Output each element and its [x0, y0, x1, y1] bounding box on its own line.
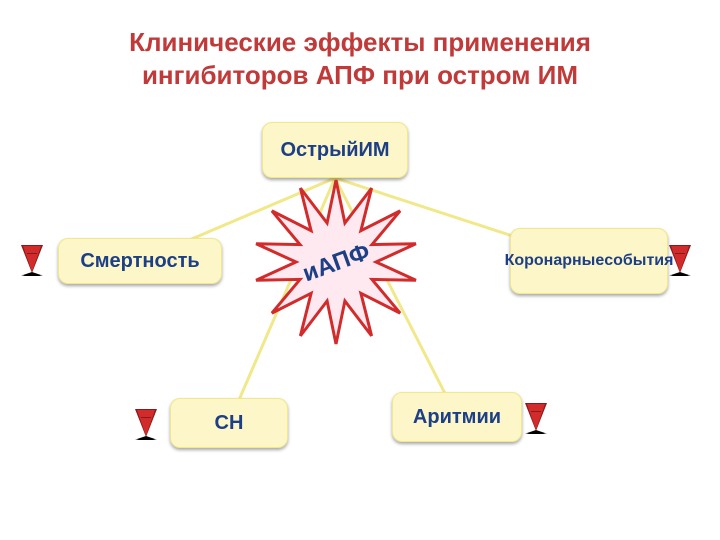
- node-heart-failure: СН: [170, 398, 288, 448]
- node-label-line: Острый: [280, 139, 358, 162]
- title-line2: ингибиторов АПФ при остром ИМ: [142, 60, 578, 90]
- node-coronary-events: Коронарныесобытия: [510, 228, 668, 294]
- down-arrow-icon: [527, 404, 545, 430]
- down-arrow-icon: [137, 410, 155, 436]
- slide-title: Клинические эффекты применения ингибитор…: [0, 26, 720, 91]
- node-mortality: Смертность: [58, 238, 222, 284]
- node-arrhythmias: Аритмии: [392, 392, 522, 442]
- node-label-line: Коронарные: [505, 252, 605, 270]
- node-acute-mi: ОстрыйИМ: [262, 122, 408, 178]
- node-label-line: Аритмии: [413, 406, 501, 429]
- down-arrow-icon: [23, 246, 41, 272]
- diagram-stage: Клинические эффекты применения ингибитор…: [0, 0, 720, 540]
- center-star-label: иАПФ: [299, 238, 374, 287]
- node-label-line: ИМ: [359, 139, 390, 162]
- node-label-line: события: [604, 252, 673, 270]
- title-line1: Клинические эффекты применения: [129, 27, 591, 57]
- node-label-line: СН: [215, 412, 244, 435]
- node-label-line: Смертность: [80, 250, 199, 273]
- down-arrow-icon: [671, 246, 689, 272]
